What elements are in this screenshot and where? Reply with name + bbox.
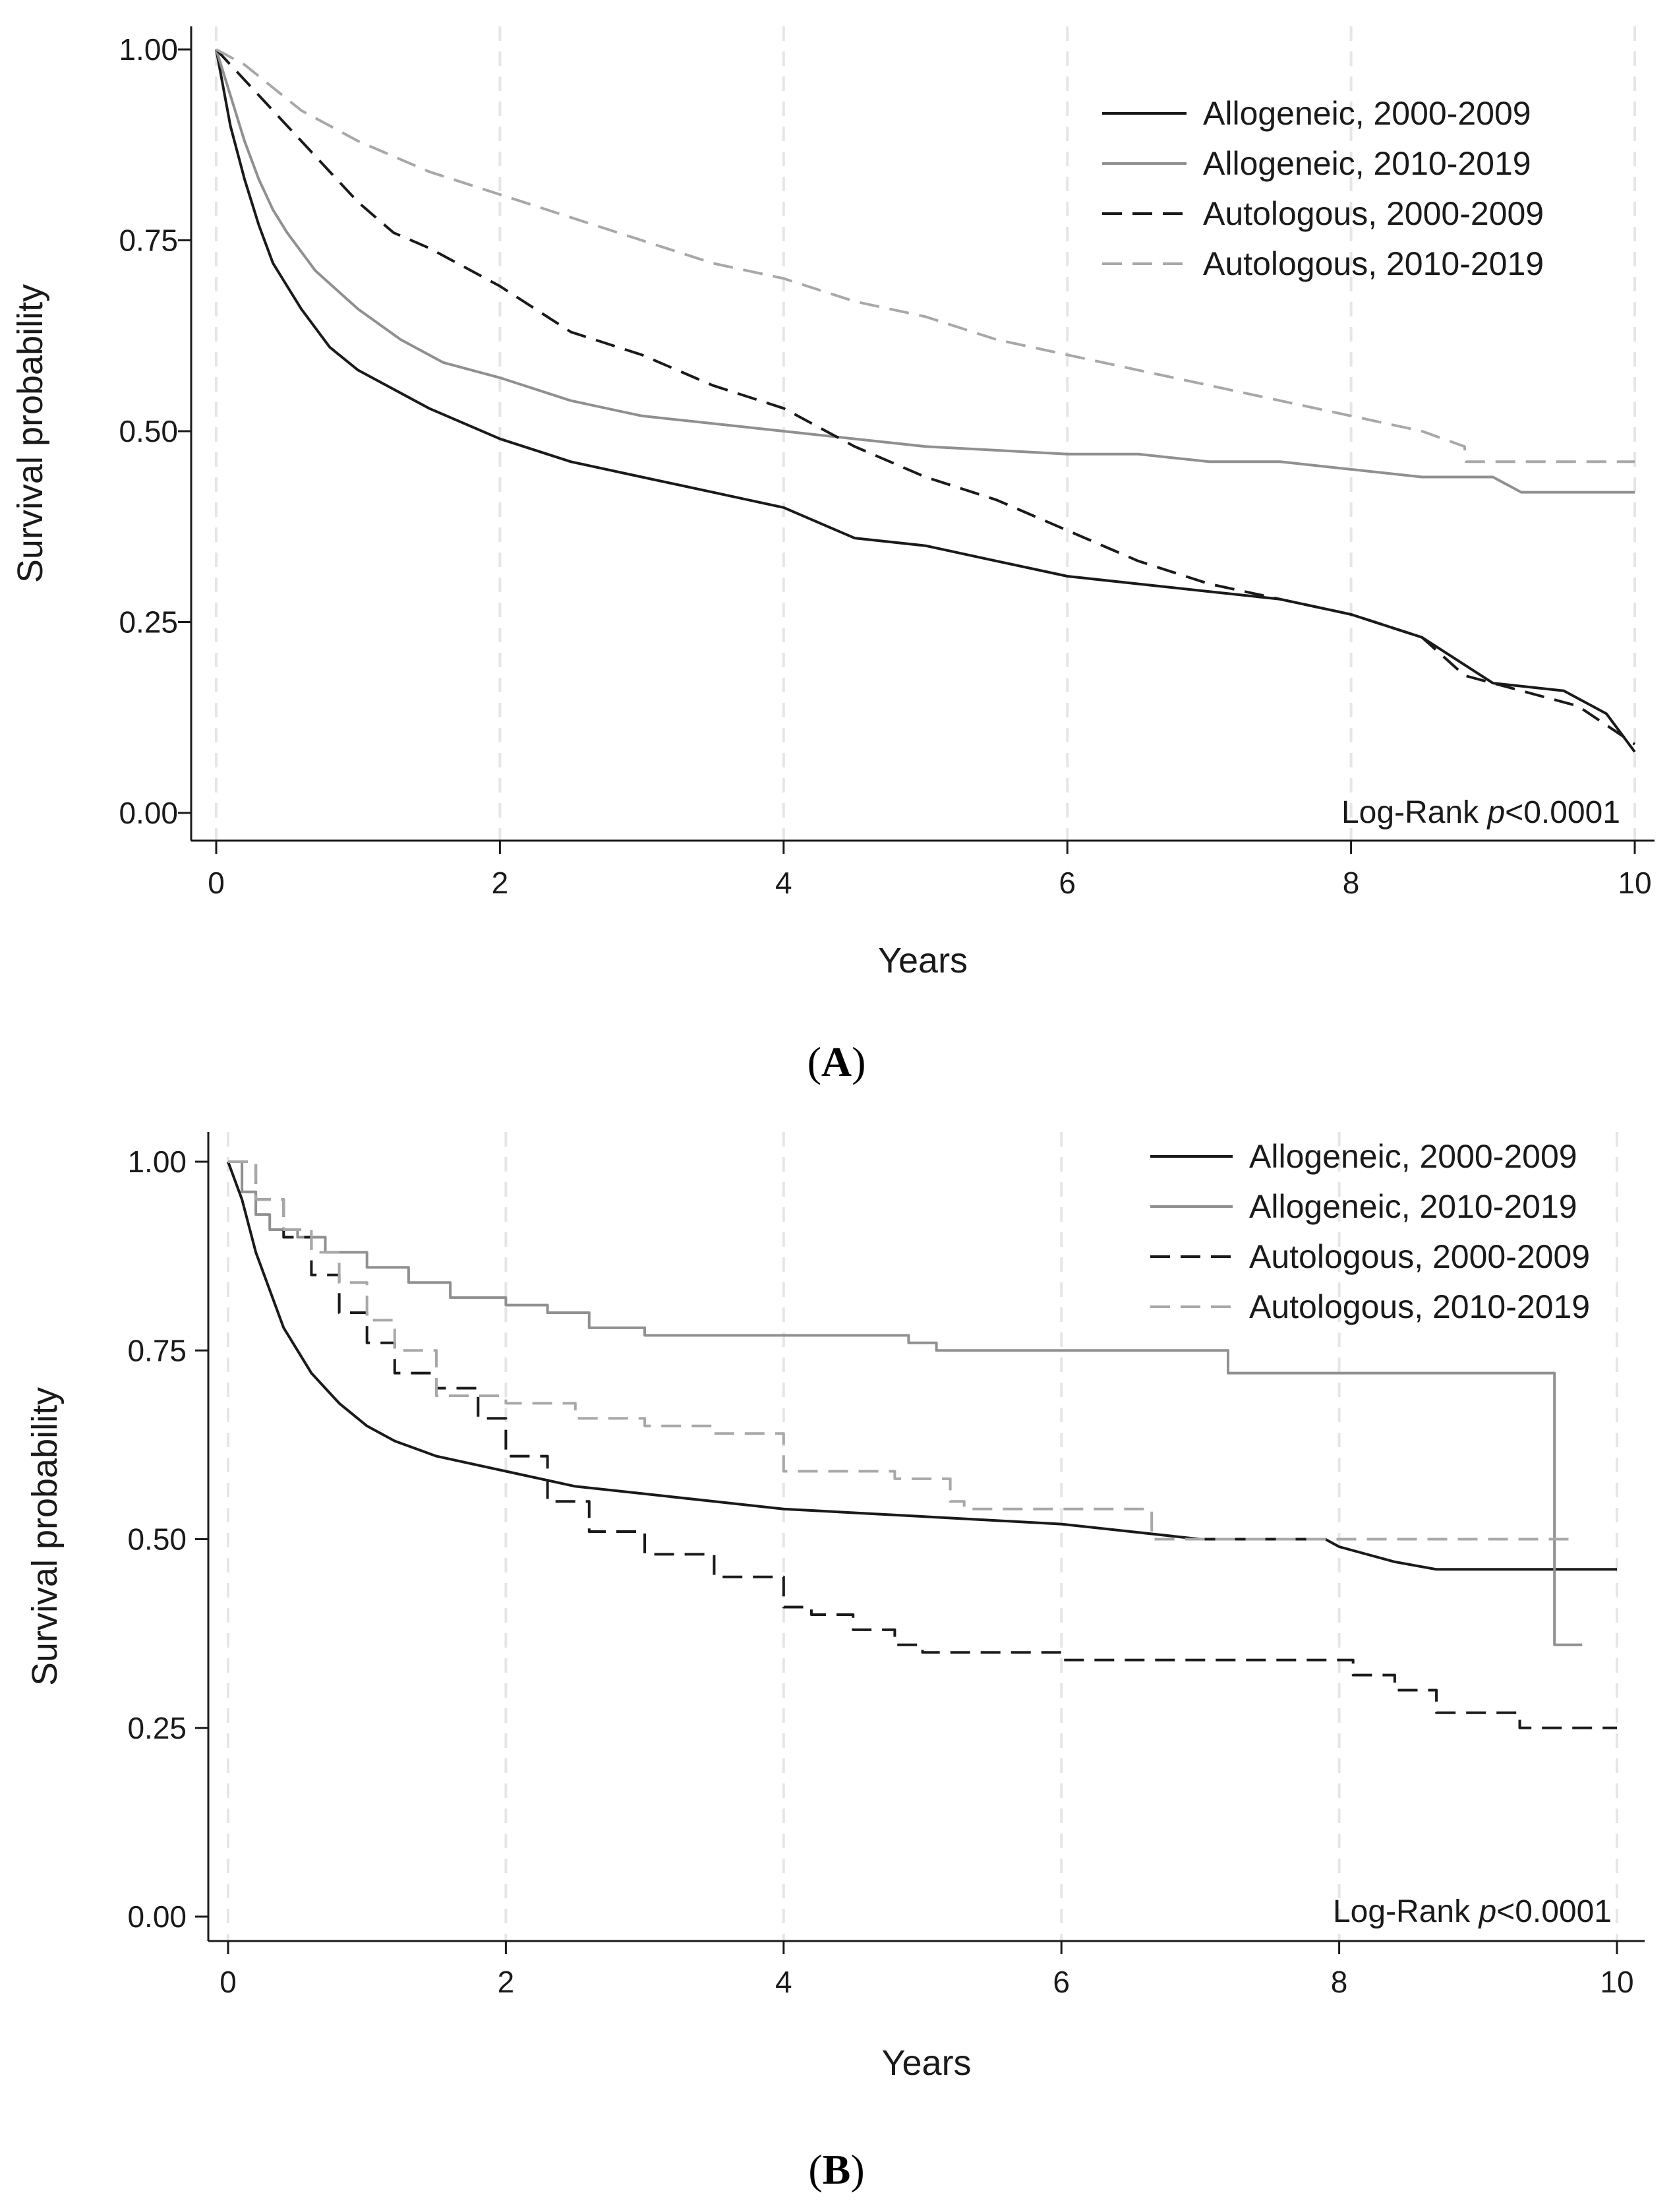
x-tick-label-8: 8	[1343, 866, 1360, 900]
x-tick-label-6: 6	[1059, 866, 1076, 900]
legend-label-4: Autologous, 2010-2019	[1249, 1288, 1590, 1325]
legend-label-1: Allogeneic, 2000-2009	[1249, 1138, 1577, 1175]
survival-chart-b: 0.00 0.25 0.50 0.75 1.00 0 2 4 6 8 10 Years Survival…	[25, 1132, 1645, 2193]
legend-label-2: Allogeneic, 2010-2019	[1249, 1188, 1577, 1225]
y-tick-label-0.25: 0.25	[127, 1711, 187, 1745]
series-line-2	[228, 1160, 1583, 1646]
y-tick-label-0.25: 0.25	[119, 605, 178, 640]
y-tick-label-1.00: 1.00	[127, 1145, 187, 1179]
log-rank-annotation: Log-Rank p<0.0001	[1333, 1894, 1612, 1929]
x-axis-title: Years	[881, 2043, 971, 2083]
y-tick-label-1.00: 1.00	[119, 32, 178, 67]
log-rank-annotation: Log-Rank p<0.0001	[1341, 795, 1620, 830]
x-tick-label-2: 2	[498, 1965, 515, 1999]
y-tick-label-0.75: 0.75	[127, 1333, 187, 1367]
x-tick-label-4: 4	[775, 1965, 792, 1999]
y-tick-label-0.50: 0.50	[119, 414, 178, 448]
series-line-3	[215, 48, 1636, 746]
panel-a: 0.00 0.25 0.50 0.75 1.00 0 2 4 6 8 10 Years Survival…	[11, 26, 1655, 1085]
y-axis-title: Survival probability	[11, 284, 50, 583]
series-line-1	[227, 1161, 1617, 1571]
panel-label: (B)	[808, 2146, 864, 2193]
x-tick-label-10: 10	[1618, 866, 1651, 900]
y-tick-label-0.00: 0.00	[127, 1899, 187, 1934]
legend-label-4: Autologous, 2010-2019	[1203, 245, 1544, 282]
x-tick-label-8: 8	[1331, 1965, 1348, 1999]
x-tick-label-2: 2	[492, 866, 509, 900]
x-tick-label-10: 10	[1600, 1965, 1633, 1999]
series-line-4	[216, 48, 1635, 463]
y-axis-title: Survival probability	[25, 1387, 65, 1686]
series-line-3	[228, 1160, 1617, 1729]
y-tick-label-0.50: 0.50	[127, 1522, 187, 1557]
series-line-2	[215, 49, 1635, 494]
legend-label-3: Autologous, 2000-2009	[1249, 1238, 1590, 1275]
x-axis-title: Years	[878, 941, 968, 980]
x-tick-label-0: 0	[220, 1965, 237, 1999]
survival-chart-a: 0.00 0.25 0.50 0.75 1.00 0 2 4 6 8 10 Years Survival…	[11, 26, 1655, 1085]
x-tick-label-6: 6	[1053, 1965, 1070, 1999]
panel-b: 0.00 0.25 0.50 0.75 1.00 0 2 4 6 8 10 Years Survival…	[0, 1106, 1673, 2212]
y-tick-label-0.00: 0.00	[119, 796, 178, 830]
legend-label-3: Autologous, 2000-2009	[1203, 195, 1544, 232]
y-tick-label-0.75: 0.75	[119, 224, 178, 258]
panel-label: (A)	[807, 1038, 866, 1085]
x-tick-label-0: 0	[208, 866, 225, 900]
legend-label-1: Allogeneic, 2000-2009	[1203, 95, 1531, 132]
series-line-4	[228, 1160, 1575, 1541]
x-tick-label-4: 4	[775, 866, 792, 900]
legend-label-2: Allogeneic, 2010-2019	[1203, 145, 1531, 182]
